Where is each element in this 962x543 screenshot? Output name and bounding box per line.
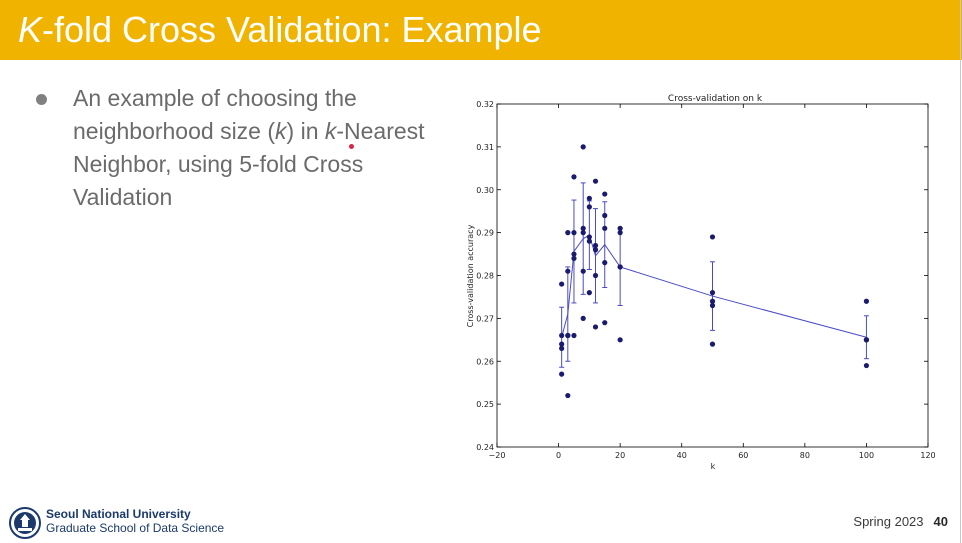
x-tick-label: 100 [859, 451, 874, 460]
data-point [617, 230, 623, 236]
data-point [571, 332, 577, 339]
y-tick-label: 0.25 [476, 400, 494, 409]
data-point [602, 191, 608, 197]
data-point [571, 230, 577, 236]
bullet-text-part3: -Nearest Neighbor, using 5-fold Cross Va… [73, 118, 425, 210]
data-point [559, 281, 565, 287]
data-point [565, 230, 571, 236]
x-tick-label: 60 [738, 451, 748, 460]
x-tick-label: 40 [677, 451, 687, 460]
data-point [586, 290, 592, 296]
x-axis-label: k [711, 462, 716, 471]
data-point [592, 178, 599, 184]
x-tick-label: 120 [920, 451, 935, 460]
bullet-text-part2: ) in [286, 118, 325, 144]
data-point [592, 324, 599, 330]
data-point [580, 230, 586, 236]
x-tick-label: 0 [556, 451, 561, 460]
data-point [709, 290, 716, 296]
data-point [602, 225, 608, 231]
page-number: 40 [933, 514, 948, 529]
title-bar: K-fold Cross Validation: Example [0, 0, 962, 60]
y-tick-label: 0.27 [476, 314, 494, 323]
y-tick-label: 0.32 [476, 100, 494, 109]
data-point [617, 225, 623, 231]
data-point [586, 195, 592, 201]
university-name: Seoul National University [46, 507, 191, 521]
chart-title: Cross-validation on k [668, 94, 763, 104]
data-point [571, 174, 577, 180]
data-point [709, 302, 716, 309]
university-logo-icon [9, 507, 41, 539]
data-point [617, 264, 623, 270]
axis-ticks: −20 0 20 40 60 80 100 120 0.24 0.25 0.26 0.27 0.28 0.… [476, 100, 935, 460]
bullet-text-k1: k [275, 118, 287, 144]
data-point [863, 337, 870, 343]
data-points [559, 144, 870, 399]
data-point [592, 242, 599, 249]
mean-accuracy-line [561, 234, 867, 338]
data-point [586, 238, 592, 244]
page-info: Spring 2023 40 [853, 514, 948, 529]
bullet-text-k2: k [324, 118, 337, 144]
slide-title-italic: K [18, 9, 43, 50]
y-tick-label: 0.28 [476, 272, 494, 281]
data-point [565, 392, 571, 399]
data-point [565, 268, 571, 274]
data-point [709, 234, 716, 240]
slide-title-rest: -fold Cross Validation: Example [42, 9, 542, 50]
data-point [602, 212, 608, 219]
data-point [571, 255, 577, 261]
data-point [863, 298, 870, 304]
data-point [586, 234, 592, 240]
x-tick-label: 80 [800, 451, 810, 460]
y-tick-label: 0.26 [476, 357, 494, 366]
y-tick-label: 0.29 [476, 229, 494, 238]
data-point [565, 332, 571, 339]
cv-chart: Cross-validation on k −20 0 20 40 60 80 100 120… [466, 94, 936, 471]
x-tick-label: −20 [489, 451, 506, 460]
data-point [602, 320, 608, 326]
y-tick-label: 0.24 [476, 443, 494, 452]
data-point [863, 362, 870, 369]
data-point [559, 371, 565, 377]
data-point [571, 251, 577, 257]
data-point [559, 332, 565, 339]
school-name: Graduate School of Data Science [46, 521, 225, 535]
data-point [580, 144, 586, 150]
x-tick-label: 20 [615, 451, 625, 460]
data-point [586, 204, 592, 210]
bullet-text-part1: An example of choosing the neighborhood … [73, 85, 357, 144]
laser-pointer-dot [349, 144, 354, 149]
data-point [602, 260, 608, 266]
y-axis-label: Cross-validation accuracy [466, 224, 475, 327]
term-label: Spring 2023 [853, 514, 924, 529]
data-point [617, 337, 623, 343]
data-point [580, 315, 586, 321]
data-point [580, 225, 586, 231]
university-name-block: Seoul National University Graduate Schoo… [46, 507, 224, 536]
data-point [592, 247, 599, 253]
slide-border [960, 0, 961, 543]
slide-title: K-fold Cross Validation: Example [18, 10, 542, 50]
y-tick-label: 0.31 [476, 143, 494, 152]
data-point [559, 341, 565, 347]
bullet-dot [36, 94, 47, 105]
data-point [580, 268, 586, 274]
data-point [709, 298, 716, 304]
y-tick-label: 0.30 [476, 186, 494, 195]
bullet-text: An example of choosing the neighborhood … [73, 82, 453, 214]
data-point [709, 341, 716, 347]
data-point [592, 272, 599, 279]
data-point [559, 345, 565, 351]
